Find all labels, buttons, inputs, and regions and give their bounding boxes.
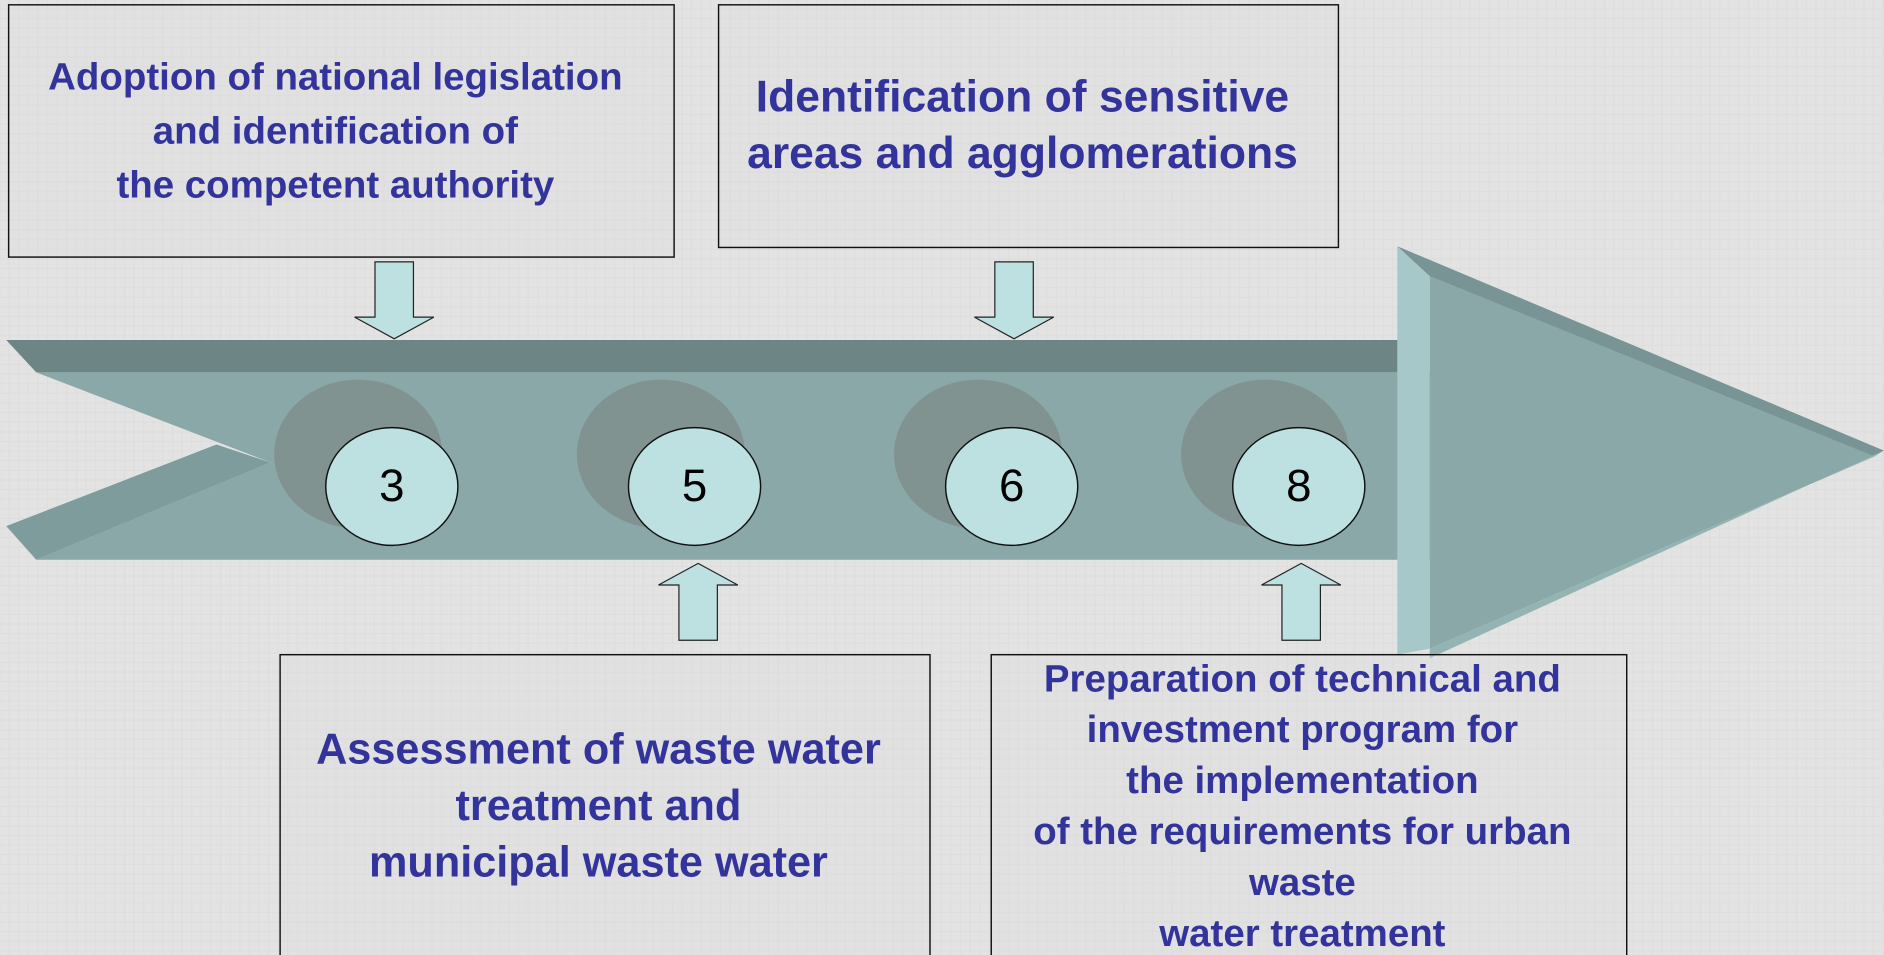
text-box <box>279 653 931 955</box>
milestone-label: 3 <box>379 460 404 511</box>
milestones: 3 5 6 8 <box>274 379 1366 547</box>
box-text-line: and identification of <box>153 109 518 152</box>
box-text-line: of the requirements for urban <box>1033 810 1571 853</box>
milestone-label: 6 <box>999 460 1024 511</box>
box-text-line: areas and agglomerations <box>747 129 1298 178</box>
box-text-line: the competent authority <box>116 164 554 207</box>
milestone-circle <box>325 426 459 547</box>
box-text-line: municipal waste water <box>369 838 828 886</box>
milestone-circle <box>627 426 762 547</box>
boxes: Adoption of national legislation and iden… <box>7 4 1628 955</box>
box-text-line: Adoption of national legislation <box>48 55 622 98</box>
box-text-line: waste <box>1248 861 1356 904</box>
milestone-label: 5 <box>682 460 707 511</box>
pointers <box>354 261 1342 641</box>
box-text-line: investment program for <box>1087 708 1518 751</box>
milestone-circle <box>1231 426 1366 547</box>
box-text-line: Preparation of technical and <box>1044 657 1561 700</box>
box-text-line: treatment and <box>455 782 741 830</box>
box-text-line: Assessment of waste water <box>316 725 881 773</box>
milestone-label: 8 <box>1286 460 1311 511</box>
text-box <box>990 653 1628 955</box>
milestone-circle <box>944 426 1079 547</box>
box-text-line: water treatment <box>1158 912 1445 955</box>
box-text-line: Identification of sensitive <box>756 72 1289 121</box>
text-box <box>7 4 675 258</box>
text-box <box>717 4 1340 249</box>
box-text-line: the implementation <box>1126 759 1478 802</box>
